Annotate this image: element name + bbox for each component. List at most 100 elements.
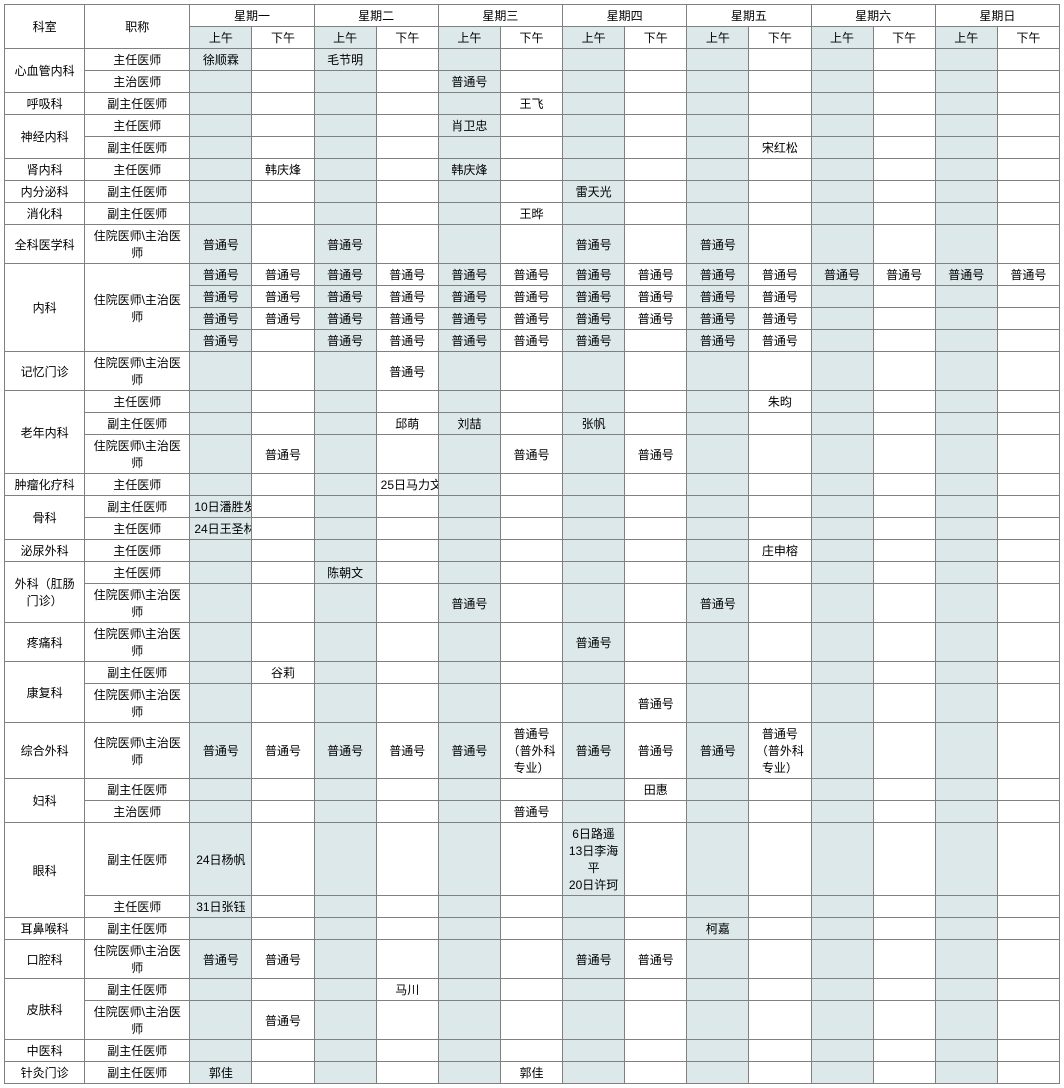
slot-cell — [563, 115, 625, 137]
slot-cell: 普通号 — [438, 584, 500, 623]
slot-cell — [314, 684, 376, 723]
slot-cell — [438, 49, 500, 71]
slot-cell: 普通号 — [563, 940, 625, 979]
slot-cell — [500, 159, 562, 181]
slot-cell — [687, 115, 749, 137]
slot-cell: 普通号（普外科专业） — [749, 723, 811, 779]
title-cell: 住院医师\主治医师 — [85, 684, 190, 723]
slot-cell — [687, 71, 749, 93]
slot-cell: 24日杨帆 — [190, 823, 252, 896]
slot-cell — [935, 623, 997, 662]
slot-cell — [935, 115, 997, 137]
slot-cell: 普通号（普外科专业） — [500, 723, 562, 779]
slot-cell — [563, 801, 625, 823]
slot-cell — [997, 584, 1059, 623]
slot-cell — [190, 684, 252, 723]
dept-cell: 综合外科 — [5, 723, 85, 779]
table-row: 住院医师\主治医师普通号普通号普通号 — [5, 435, 1060, 474]
slot-cell — [687, 93, 749, 115]
slot-cell — [873, 435, 935, 474]
slot-cell — [438, 662, 500, 684]
table-row: 心血管内科主任医师徐顺霖毛节明 — [5, 49, 1060, 71]
title-cell: 住院医师\主治医师 — [85, 940, 190, 979]
table-row: 副主任医师邱萌刘喆张帆 — [5, 413, 1060, 435]
slot-cell — [749, 203, 811, 225]
slot-cell — [687, 496, 749, 518]
slot-cell: 普通号 — [563, 723, 625, 779]
slot-cell — [438, 940, 500, 979]
slot-cell — [687, 684, 749, 723]
slot-cell — [376, 159, 438, 181]
slot-cell — [935, 352, 997, 391]
slot-cell — [190, 137, 252, 159]
slot-cell: 王飞 — [500, 93, 562, 115]
slot-cell: 普通号 — [500, 308, 562, 330]
slot-cell: 毛节明 — [314, 49, 376, 71]
slot-cell — [500, 496, 562, 518]
slot-cell — [749, 93, 811, 115]
header-am: 上午 — [563, 27, 625, 49]
table-row: 肾内科主任医师韩庆烽韩庆烽 — [5, 159, 1060, 181]
slot-cell — [687, 391, 749, 413]
slot-cell — [997, 115, 1059, 137]
slot-cell — [625, 115, 687, 137]
slot-cell — [749, 115, 811, 137]
slot-cell: 普通号 — [500, 264, 562, 286]
header-day: 星期五 — [687, 5, 811, 27]
slot-cell — [376, 684, 438, 723]
slot-cell — [997, 137, 1059, 159]
header-am: 上午 — [687, 27, 749, 49]
slot-cell — [190, 1001, 252, 1040]
title-cell: 住院医师\主治医师 — [85, 623, 190, 662]
slot-cell — [314, 1040, 376, 1062]
slot-cell: 普通号 — [749, 308, 811, 330]
table-body: 心血管内科主任医师徐顺霖毛节明主治医师普通号呼吸科副主任医师王飞神经内科主任医师… — [5, 49, 1060, 1084]
slot-cell — [749, 779, 811, 801]
slot-cell — [314, 823, 376, 896]
slot-cell: 普通号 — [376, 723, 438, 779]
slot-cell: 张帆 — [563, 413, 625, 435]
slot-cell — [438, 823, 500, 896]
title-cell: 副主任医师 — [85, 413, 190, 435]
slot-cell — [500, 940, 562, 979]
title-cell: 主任医师 — [85, 562, 190, 584]
slot-cell — [252, 918, 314, 940]
slot-cell — [438, 137, 500, 159]
slot-cell — [438, 918, 500, 940]
slot-cell — [625, 225, 687, 264]
slot-cell: 普通号 — [687, 225, 749, 264]
header-am: 上午 — [438, 27, 500, 49]
slot-cell: 普通号 — [190, 286, 252, 308]
slot-cell — [873, 203, 935, 225]
slot-cell — [749, 435, 811, 474]
slot-cell — [500, 684, 562, 723]
slot-cell — [500, 562, 562, 584]
slot-cell — [314, 391, 376, 413]
slot-cell — [811, 203, 873, 225]
slot-cell: 普通号 — [190, 264, 252, 286]
table-row: 肿瘤化疗科主任医师25日马力文 — [5, 474, 1060, 496]
slot-cell — [563, 918, 625, 940]
slot-cell — [997, 1062, 1059, 1084]
slot-cell — [811, 723, 873, 779]
title-cell: 副主任医师 — [85, 662, 190, 684]
slot-cell: 王晔 — [500, 203, 562, 225]
slot-cell — [252, 413, 314, 435]
slot-cell — [500, 352, 562, 391]
slot-cell — [749, 684, 811, 723]
slot-cell — [997, 779, 1059, 801]
table-row: 住院医师\主治医师普通号 — [5, 684, 1060, 723]
slot-cell: 普通号 — [563, 286, 625, 308]
slot-cell — [500, 779, 562, 801]
slot-cell — [811, 286, 873, 308]
slot-cell — [625, 330, 687, 352]
slot-cell: 24日王圣林 — [190, 518, 252, 540]
table-row: 康复科副主任医师谷莉 — [5, 662, 1060, 684]
slot-cell: 朱昀 — [749, 391, 811, 413]
slot-cell — [749, 623, 811, 662]
header-pm: 下午 — [749, 27, 811, 49]
slot-cell: 普通号 — [500, 286, 562, 308]
slot-cell — [997, 562, 1059, 584]
slot-cell — [873, 1001, 935, 1040]
slot-cell — [563, 518, 625, 540]
